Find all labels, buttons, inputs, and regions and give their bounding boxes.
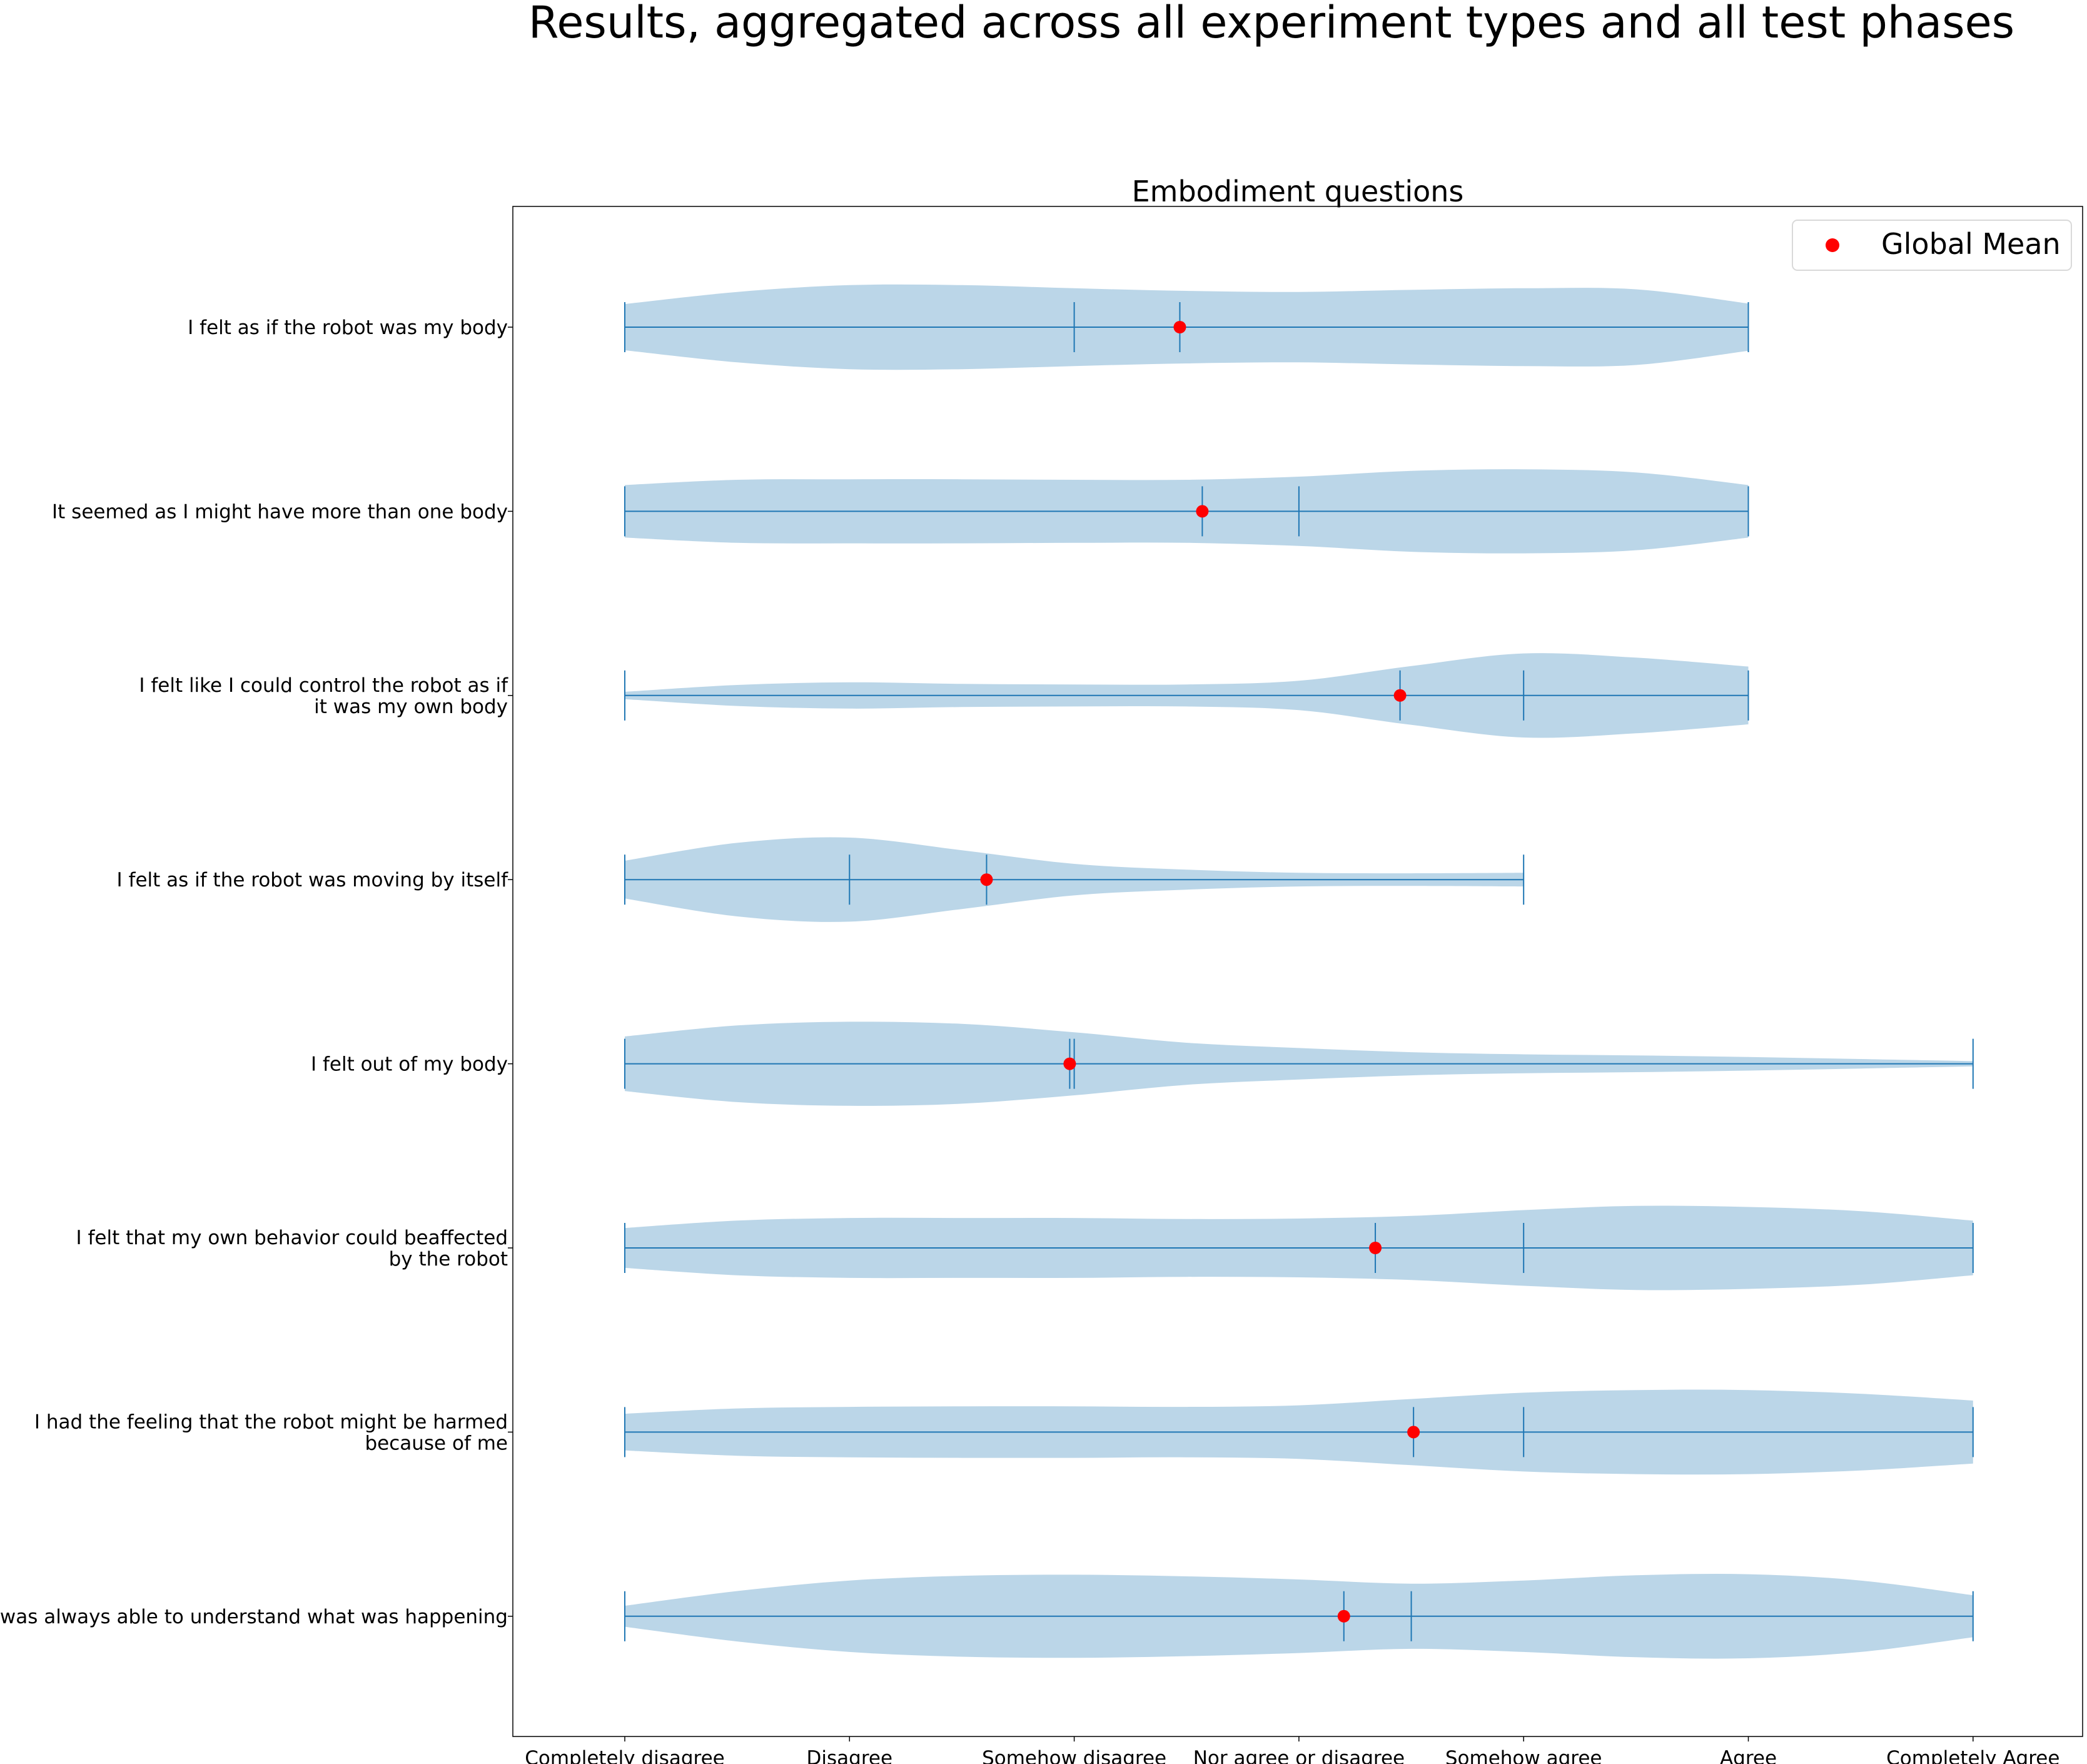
global-mean-point — [980, 873, 993, 886]
y-tick-label: It seemed as I might have more than one … — [52, 500, 508, 523]
legend-label: Global Mean — [1881, 227, 2061, 261]
violins-layer — [624, 284, 1974, 1659]
global-mean-point — [1196, 505, 1209, 518]
x-tick-label: Somehow disagree — [982, 1747, 1166, 1764]
violin-group — [624, 1021, 1974, 1106]
y-tick-label: I felt out of my body — [311, 1053, 508, 1076]
x-tick-label: Nor agree or disagree — [1193, 1747, 1405, 1764]
tick-labels-layer: I felt as if the robot was my body It see… — [0, 317, 2059, 1764]
violin-group — [624, 1389, 1974, 1475]
axes-frame — [512, 206, 2083, 1737]
global-mean-point — [1063, 1057, 1076, 1070]
y-tick-label-line: I felt as if the robot was moving by its… — [117, 869, 509, 891]
y-tick-label-line: I had the feeling that the robot might b… — [34, 1411, 508, 1433]
y-tick-label-line: I felt that my own behavior could beaffe… — [76, 1227, 508, 1249]
global-mean-point — [1369, 1242, 1382, 1254]
y-tick-label: I had the feeling that the robot might b… — [34, 1411, 508, 1454]
legend-marker — [1826, 238, 1839, 252]
y-tick-label-line: because of me — [365, 1432, 508, 1454]
legend: Global Mean — [1792, 220, 2072, 271]
y-tick-label-line: I felt like I could control the robot as… — [139, 674, 508, 697]
global-mean-point — [1173, 321, 1186, 333]
violin-group — [624, 1574, 1974, 1659]
y-tick-label: I felt as if the robot was moving by its… — [117, 869, 509, 891]
x-tick-label: Completely Agree — [1886, 1747, 2059, 1764]
x-tick-label: Agree — [1720, 1747, 1777, 1764]
violin-group — [624, 284, 1749, 370]
y-tick-label-line: I felt out of my body — [311, 1053, 508, 1076]
x-tick-label: Completely disagree — [525, 1747, 725, 1764]
global-mean-point — [1393, 689, 1407, 702]
y-tick-label-line: it was my own body — [314, 696, 508, 718]
y-tick-label: I felt that my own behavior could beaffe… — [76, 1227, 508, 1270]
global-mean-point — [1337, 1609, 1350, 1623]
axes-title: Embodiment questions — [1132, 175, 1464, 208]
y-tick-label: I felt as if the robot was my body — [188, 317, 508, 339]
violin-group — [624, 653, 1749, 738]
y-tick-label: I was always able to understand what was… — [0, 1606, 508, 1628]
x-tick-label: Disagree — [807, 1747, 893, 1764]
y-tick-label-line: by the robot — [389, 1248, 508, 1270]
global-mean-point — [1407, 1426, 1420, 1439]
y-tick-label-line: I felt as if the robot was my body — [188, 317, 508, 339]
y-tick-label-line: It seemed as I might have more than one … — [52, 500, 508, 523]
y-tick-label: I felt like I could control the robot as… — [139, 674, 508, 718]
legend-box — [1792, 220, 2072, 271]
violin-group — [624, 837, 1525, 922]
violin-group — [624, 1205, 1974, 1290]
x-tick-label: Somehow agree — [1445, 1747, 1602, 1764]
y-tick-label-line: I was always able to understand what was… — [0, 1606, 508, 1628]
figure-title: Results, aggregated across all experimen… — [528, 0, 2014, 48]
violin-group — [624, 469, 1749, 554]
